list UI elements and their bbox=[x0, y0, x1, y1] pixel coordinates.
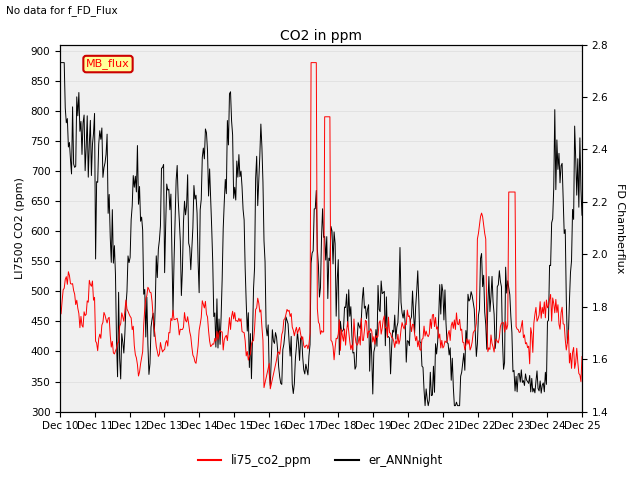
er_ANNnight bbox=[339, 328, 346, 334]
er_ANNnight bbox=[421, 403, 429, 408]
er_ANNnight bbox=[578, 212, 586, 218]
li75_co2_ppm bbox=[309, 60, 317, 65]
Line: er_ANNnight: er_ANNnight bbox=[60, 62, 582, 406]
Y-axis label: FD Chamberflux: FD Chamberflux bbox=[615, 183, 625, 273]
li75_co2_ppm bbox=[307, 60, 315, 65]
er_ANNnight bbox=[307, 260, 315, 266]
Line: li75_co2_ppm: li75_co2_ppm bbox=[60, 62, 582, 389]
li75_co2_ppm bbox=[486, 347, 494, 352]
li75_co2_ppm bbox=[266, 386, 274, 392]
li75_co2_ppm bbox=[568, 365, 575, 371]
li75_co2_ppm bbox=[305, 341, 313, 347]
er_ANNnight bbox=[304, 372, 312, 378]
li75_co2_ppm bbox=[369, 339, 376, 345]
er_ANNnight bbox=[367, 330, 374, 336]
li75_co2_ppm bbox=[340, 326, 348, 332]
Text: No data for f_FD_Flux: No data for f_FD_Flux bbox=[6, 5, 118, 16]
er_ANNnight bbox=[566, 270, 574, 276]
li75_co2_ppm bbox=[56, 312, 64, 317]
er_ANNnight bbox=[485, 274, 493, 279]
Text: MB_flux: MB_flux bbox=[86, 59, 130, 70]
Y-axis label: LI7500 CO2 (ppm): LI7500 CO2 (ppm) bbox=[15, 177, 25, 279]
Title: CO2 in ppm: CO2 in ppm bbox=[280, 29, 362, 43]
er_ANNnight bbox=[56, 60, 64, 65]
Legend: li75_co2_ppm, er_ANNnight: li75_co2_ppm, er_ANNnight bbox=[193, 449, 447, 472]
li75_co2_ppm bbox=[578, 354, 586, 360]
